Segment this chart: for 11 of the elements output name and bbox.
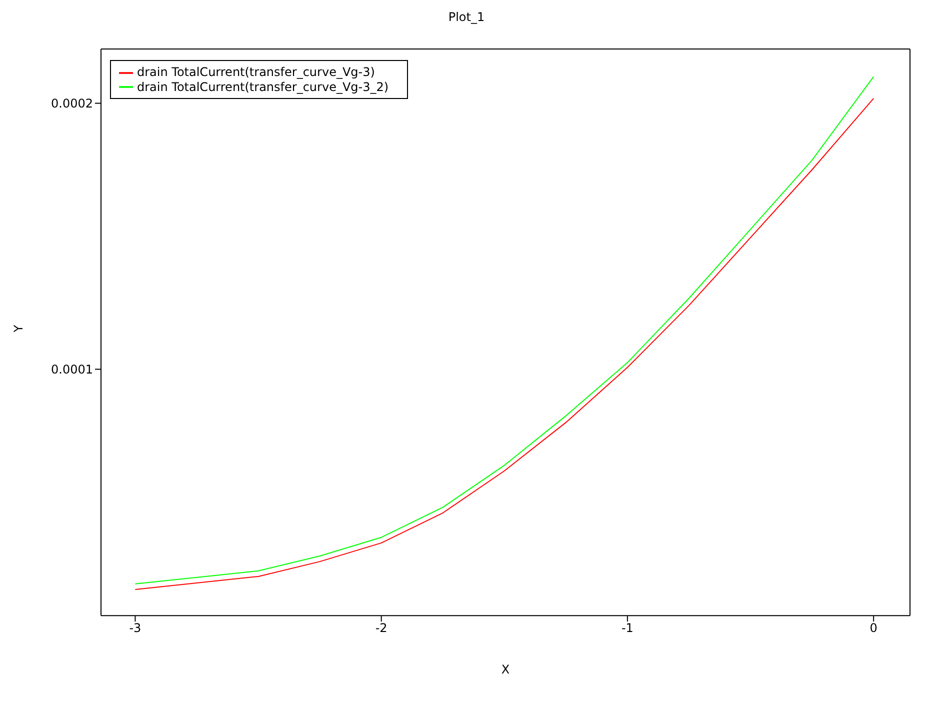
x-tick-label: 0 <box>870 621 878 636</box>
x-axis-title: X <box>501 662 510 677</box>
legend-label: drain TotalCurrent(transfer_curve_Vg-3) <box>137 65 375 79</box>
y-axis-title: Y <box>11 324 26 334</box>
x-tick-label: -2 <box>375 621 388 636</box>
y-tick-label: 0.0002 <box>51 96 93 111</box>
chart-title: Plot_1 <box>447 10 486 24</box>
x-tick-label: -1 <box>621 621 634 636</box>
x-tick-label: -3 <box>129 621 142 636</box>
y-tick-label: 0.0001 <box>51 362 93 377</box>
legend-label: drain TotalCurrent(transfer_curve_Vg-3_2) <box>137 80 389 94</box>
